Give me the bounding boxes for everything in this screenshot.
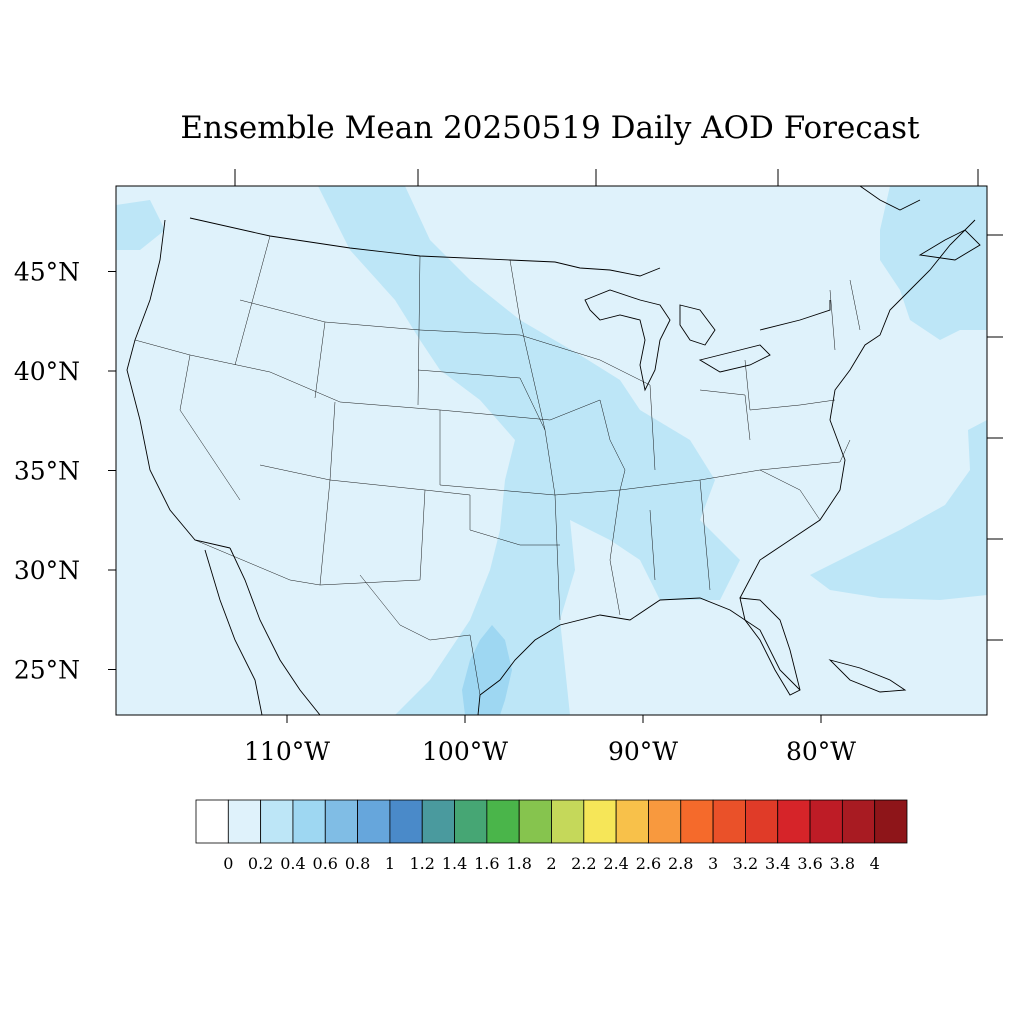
map-title: Ensemble Mean 20250519 Daily AOD Forecas… — [180, 110, 920, 146]
aod-field-northwest — [116, 200, 165, 250]
colorbar-swatch — [260, 799, 294, 844]
colorbar-swatch — [292, 799, 326, 844]
colorbar-labels: 0 0.2 0.4 0.6 0.8 1 1.2 1.4 1.6 1.8 2 2.2 2.4 2.6 2.8 3… — [223, 854, 880, 873]
colorbar-label: 1 — [385, 854, 395, 873]
colorbar-label: 3 — [708, 854, 718, 873]
colorbar-label: 0.8 — [345, 854, 370, 873]
gulf-coast — [479, 597, 801, 696]
colorbar-swatch — [680, 799, 714, 844]
aod-field-atlantic — [810, 420, 987, 600]
colorbar-swatch — [615, 799, 649, 844]
colorbar-swatch — [841, 799, 876, 844]
aod-field-texas — [462, 625, 512, 715]
aod-shading — [116, 186, 987, 715]
colorbar-swatch — [195, 799, 229, 844]
lon-label: 100°W — [422, 737, 508, 766]
coastlines-and-borders — [126, 186, 981, 715]
axis-ticks — [108, 169, 1003, 723]
northern-border — [189, 217, 661, 277]
colorbar-swatch — [518, 799, 552, 844]
latitude-labels: 45°N 40°N 35°N 30°N 25°N — [14, 258, 80, 685]
colorbar-swatch — [389, 799, 423, 844]
longitude-labels: 110°W 100°W 90°W 80°W — [244, 737, 856, 766]
colorbar-boxes — [195, 799, 908, 844]
colorbar-label: 4 — [870, 854, 880, 873]
lon-label: 90°W — [608, 737, 678, 766]
colorbar-swatch — [421, 799, 455, 844]
colorbar-swatch — [227, 799, 262, 844]
colorbar-label: 1.4 — [442, 854, 467, 873]
colorbar-swatch — [809, 799, 843, 844]
map-panel: 45°N 40°N 35°N 30°N 25°N 110°W 100°W 90°W 80°W — [14, 169, 1003, 766]
colorbar-swatch — [712, 799, 746, 844]
west-coast — [126, 219, 231, 549]
lat-label: 25°N — [14, 656, 80, 685]
colorbar-swatch — [357, 799, 391, 844]
colorbar-label: 2.4 — [603, 854, 628, 873]
colorbar-swatch — [551, 799, 585, 844]
colorbar-label: 3.6 — [797, 854, 822, 873]
state-borders — [134, 235, 861, 696]
map-frame — [115, 185, 988, 716]
colorbar-swatch — [745, 799, 779, 844]
colorbar: 0 0.2 0.4 0.6 0.8 1 1.2 1.4 1.6 1.8 2 2.2 2.4 2.6 2.8 3… — [195, 799, 908, 873]
lat-label: 40°N — [14, 357, 80, 386]
lon-label: 110°W — [244, 737, 330, 766]
colorbar-label: 1.6 — [474, 854, 499, 873]
colorbar-label: 2.8 — [668, 854, 693, 873]
lon-label: 80°W — [786, 737, 856, 766]
east-coast — [739, 219, 976, 599]
lat-label: 45°N — [14, 258, 80, 287]
colorbar-swatch — [648, 799, 682, 844]
colorbar-swatch — [486, 799, 520, 844]
aod-field-northeast — [880, 186, 987, 340]
colorbar-label: 0 — [223, 854, 233, 873]
colorbar-swatch — [324, 799, 358, 844]
great-lakes — [584, 289, 671, 392]
colorbar-label: 0.2 — [248, 854, 273, 873]
lat-label: 30°N — [14, 556, 80, 585]
colorbar-label: 0.6 — [313, 854, 338, 873]
lat-label: 35°N — [14, 457, 80, 486]
colorbar-swatch — [454, 799, 488, 844]
colorbar-label: 3.2 — [733, 854, 758, 873]
colorbar-label: 1.2 — [410, 854, 435, 873]
colorbar-label: 3.4 — [765, 854, 790, 873]
colorbar-label: 3.8 — [830, 854, 855, 873]
colorbar-label: 2 — [546, 854, 556, 873]
colorbar-label: 0.4 — [280, 854, 305, 873]
colorbar-label: 2.6 — [636, 854, 661, 873]
colorbar-label: 2.2 — [571, 854, 596, 873]
aod-field-plains — [318, 186, 740, 715]
colorbar-swatch — [874, 799, 908, 844]
colorbar-label: 1.8 — [506, 854, 531, 873]
colorbar-swatch — [583, 799, 617, 844]
colorbar-swatch — [777, 799, 811, 844]
